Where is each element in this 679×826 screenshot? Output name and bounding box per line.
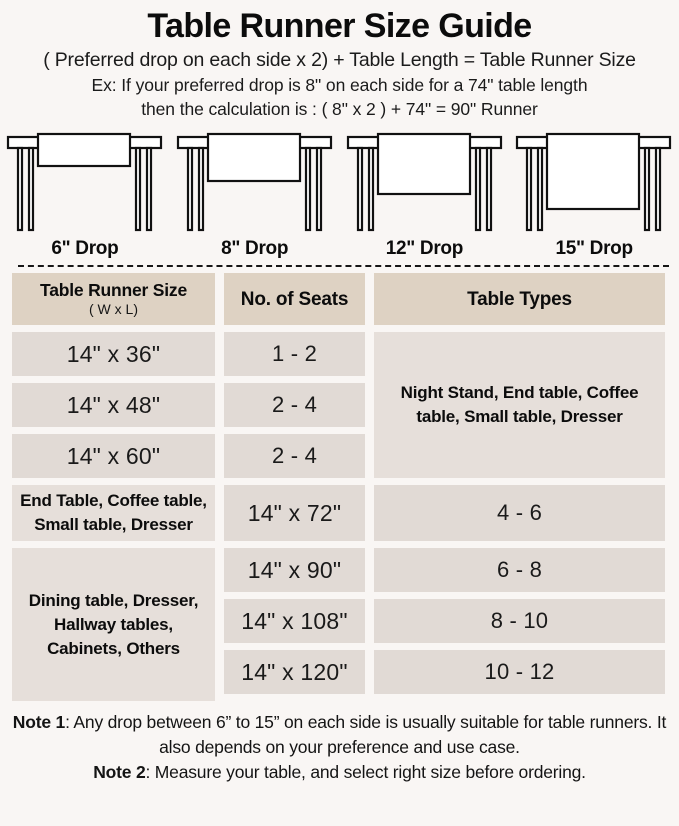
note-2-text: : Measure your table, and select right s…	[145, 762, 586, 782]
table-row: 14" x 90"	[224, 548, 365, 592]
seats-value: 10 - 12	[484, 659, 555, 684]
page-title: Table Runner Size Guide	[147, 7, 532, 45]
example-line-2: then the calculation is : ( 8" x 2 ) + 7…	[141, 99, 538, 119]
formula-line: ( Preferred drop on each side x 2) + Tab…	[43, 49, 636, 71]
table-row: 6 - 8	[374, 548, 665, 592]
header: Table Runner Size Guide ( Preferred drop…	[0, 0, 679, 121]
table-types-value: End Table, Coffee table, Small table, Dr…	[20, 491, 207, 534]
runner-size-value: 14" x 60"	[66, 442, 161, 469]
runner-size-value: 14" x 36"	[66, 340, 161, 367]
table-row: 8 - 10	[374, 599, 665, 643]
table-with-runner-icon	[6, 132, 163, 232]
table-row: 14" x 120"	[224, 650, 365, 694]
table-with-runner-icon	[516, 132, 672, 232]
column-header-size-sub: ( W x L)	[89, 301, 138, 317]
table-row: 2 - 4	[224, 434, 365, 478]
table-with-runner-icon	[346, 132, 502, 232]
seats-value: 6 - 8	[496, 557, 543, 582]
table-types-group: End Table, Coffee table, Small table, Dr…	[12, 485, 215, 541]
column-header-size-main: Table Runner Size	[40, 280, 187, 300]
example-line-1: Ex: If your preferred drop is 8" on each…	[91, 75, 588, 95]
drop-diagram-8in	[170, 129, 340, 234]
drop-label-6in: 6" Drop	[51, 238, 119, 259]
table-types-value: Night Stand, End table, Coffee table, Sm…	[400, 383, 639, 426]
drop-diagram-6in	[0, 129, 170, 234]
note-2-label: Note 2	[93, 762, 146, 782]
table-row: 14" x 36"	[12, 332, 215, 376]
drop-label-15in: 15" Drop	[555, 238, 633, 259]
runner-size-value: 14" x 48"	[66, 391, 161, 418]
seats-value: 2 - 4	[271, 443, 318, 468]
section-divider	[18, 265, 669, 267]
runner-size-value: 14" x 72"	[247, 499, 342, 526]
drop-diagram-15in	[509, 129, 679, 234]
runner-size-value: 14" x 90"	[247, 556, 342, 583]
table-row: 14" x 48"	[12, 383, 215, 427]
table-types-value: Dining table, Dresser, Hallway tables, C…	[28, 590, 199, 658]
runner-size-value: 14" x 108"	[241, 607, 348, 634]
note-2: Note 2: Measure your table, and select r…	[10, 760, 669, 785]
table-row: 14" x 72"	[224, 485, 365, 541]
column-header-seats: No. of Seats	[224, 273, 365, 325]
size-table: Table Runner Size ( W x L) No. of Seats …	[0, 273, 679, 701]
seats-value: 4 - 6	[496, 500, 543, 525]
table-row: 4 - 6	[374, 485, 665, 541]
drop-label-row: 6" Drop 8" Drop 12" Drop 15" Drop	[0, 234, 679, 264]
table-row: 1 - 2	[224, 332, 365, 376]
seats-value: 8 - 10	[490, 608, 549, 633]
seats-value: 2 - 4	[271, 392, 318, 417]
drop-diagram-row	[0, 129, 679, 234]
notes-section: Note 1: Any drop between 6” to 15” on ea…	[0, 710, 679, 785]
drop-diagram-strip: 6" Drop 8" Drop 12" Drop 15" Drop	[0, 129, 679, 269]
drop-diagram-12in	[340, 129, 510, 234]
table-row: 14" x 60"	[12, 434, 215, 478]
column-header-types: Table Types	[374, 273, 665, 325]
size-table-grid: Table Runner Size ( W x L) No. of Seats …	[12, 273, 667, 701]
table-types-group: Dining table, Dresser, Hallway tables, C…	[12, 548, 215, 701]
table-row: 14" x 108"	[224, 599, 365, 643]
column-header-seats-label: No. of Seats	[240, 288, 349, 310]
drop-label-8in: 8" Drop	[221, 238, 289, 259]
table-types-group: Night Stand, End table, Coffee table, Sm…	[374, 332, 665, 478]
note-1: Note 1: Any drop between 6” to 15” on ea…	[10, 710, 669, 760]
note-1-label: Note 1	[12, 712, 66, 732]
table-row: 2 - 4	[224, 383, 365, 427]
runner-size-value: 14" x 120"	[241, 658, 348, 685]
column-header-types-label: Table Types	[467, 288, 572, 310]
drop-label-12in: 12" Drop	[385, 238, 464, 259]
table-row: 10 - 12	[374, 650, 665, 694]
seats-value: 1 - 2	[271, 341, 318, 366]
note-1-text: : Any drop between 6” to 15” on each sid…	[65, 712, 667, 757]
table-with-runner-icon	[176, 132, 332, 232]
column-header-size: Table Runner Size ( W x L)	[12, 273, 215, 325]
